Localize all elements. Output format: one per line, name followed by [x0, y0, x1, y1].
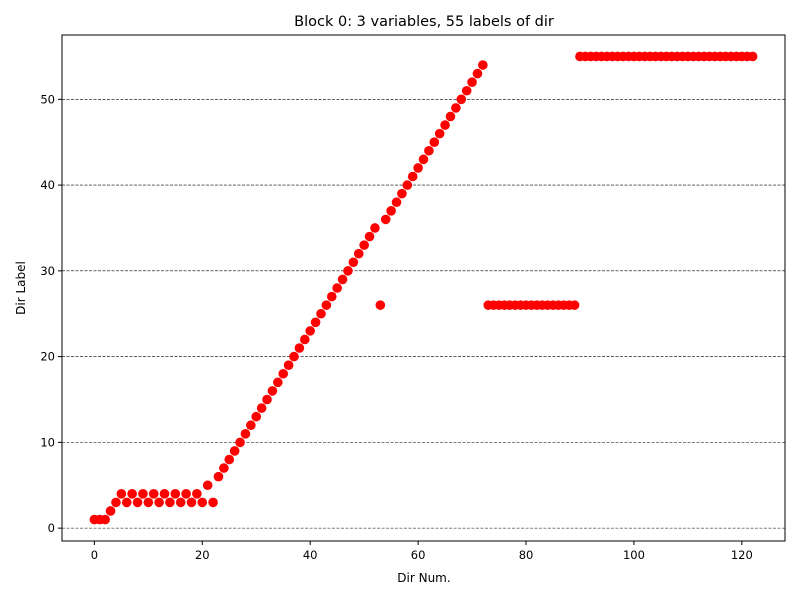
- data-point: [165, 497, 175, 508]
- data-point: [434, 128, 445, 139]
- data-point: [348, 257, 359, 268]
- y-axis-label: Dir Label: [14, 261, 28, 315]
- data-point: [246, 420, 256, 431]
- data-point: [424, 145, 434, 156]
- data-point: [391, 197, 402, 208]
- data-point: [353, 248, 364, 259]
- data-point: [478, 60, 488, 70]
- x-tick-label: 80: [519, 548, 534, 562]
- x-tick-label: 20: [195, 548, 210, 562]
- y-tick-label: 30: [40, 264, 55, 278]
- data-point: [337, 274, 348, 285]
- x-tick-label: 120: [731, 548, 753, 562]
- data-point: [305, 326, 315, 336]
- data-point: [386, 206, 396, 216]
- data-point: [461, 85, 472, 96]
- data-point: [186, 497, 197, 508]
- data-point: [262, 394, 272, 405]
- data-point: [224, 454, 235, 465]
- data-point: [364, 231, 375, 242]
- data-point: [380, 214, 391, 225]
- data-point: [370, 223, 380, 233]
- data-point: [170, 489, 181, 499]
- data-point: [213, 471, 224, 482]
- data-point: [143, 497, 154, 508]
- data-point: [456, 94, 467, 105]
- y-tick-label: 0: [48, 521, 55, 535]
- x-axis-label: Dir Num.: [397, 571, 450, 585]
- data-point: [240, 428, 251, 439]
- data-point: [418, 154, 429, 165]
- data-point: [472, 68, 483, 79]
- data-point: [397, 188, 407, 199]
- data-point: [326, 291, 337, 302]
- data-point: [375, 300, 386, 310]
- data-point: [127, 489, 137, 499]
- data-point: [283, 360, 294, 370]
- data-point: [229, 446, 240, 456]
- data-point: [181, 489, 191, 499]
- data-point: [440, 120, 450, 130]
- data-point: [289, 351, 299, 362]
- data-point: [451, 103, 461, 113]
- data-point: [359, 240, 369, 250]
- data-point: [100, 514, 110, 525]
- x-tick-label: 100: [623, 548, 645, 562]
- data-point: [267, 386, 278, 396]
- data-point: [138, 489, 148, 499]
- y-tick-label: 10: [40, 435, 55, 449]
- data-point: [111, 497, 121, 508]
- y-tick-label: 40: [40, 178, 55, 192]
- axis-ticks: 0 10 20 30 40 50 0 20 40 60 80 100 120: [40, 92, 752, 562]
- data-point: [121, 497, 132, 508]
- data-point: [316, 308, 326, 319]
- plot-frame: [61, 34, 786, 542]
- data-point: [445, 111, 456, 122]
- data-point: [197, 497, 208, 508]
- x-tick-label: 60: [411, 548, 426, 562]
- y-tick-label: 20: [40, 350, 55, 364]
- data-point: [278, 368, 289, 379]
- data-point: [310, 317, 321, 328]
- data-point: [132, 497, 143, 508]
- data-point: [159, 489, 170, 499]
- data-point: [208, 497, 218, 508]
- data-point: [202, 480, 213, 491]
- x-tick-label: 0: [91, 548, 98, 562]
- data-point: [154, 497, 164, 508]
- x-tick-label: 40: [303, 548, 318, 562]
- data-point: [321, 300, 332, 310]
- data-point: [467, 77, 477, 87]
- data-point: [294, 343, 305, 353]
- data-point: [105, 506, 116, 516]
- data-point: [219, 463, 229, 473]
- data-point: [192, 489, 202, 499]
- data-point: [569, 300, 580, 310]
- data-point: [747, 51, 758, 62]
- y-tick-label: 50: [40, 92, 55, 106]
- chart-title: Block 0: 3 variables, 55 labels of dir: [294, 14, 554, 30]
- data-point: [116, 489, 127, 499]
- data-point: [413, 163, 423, 173]
- data-point: [299, 334, 310, 345]
- data-point: [235, 437, 245, 448]
- data-point: [429, 137, 440, 148]
- data-point: [175, 497, 186, 508]
- gridlines: [62, 99, 785, 529]
- data-point: [273, 377, 283, 388]
- data-point: [343, 266, 353, 276]
- data-point: [148, 489, 159, 499]
- data-point: [407, 171, 418, 182]
- data-points: [89, 51, 758, 525]
- data-point: [402, 180, 413, 190]
- data-point: [332, 283, 342, 293]
- data-point: [256, 403, 267, 413]
- data-point: [251, 411, 262, 422]
